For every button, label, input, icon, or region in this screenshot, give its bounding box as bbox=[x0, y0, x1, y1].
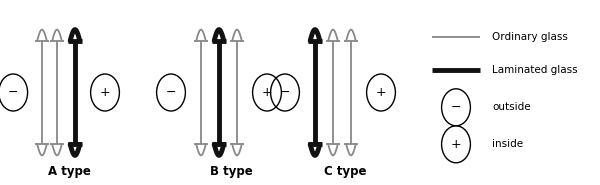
Text: Ordinary glass: Ordinary glass bbox=[492, 32, 568, 42]
Text: −: − bbox=[280, 86, 290, 99]
Text: −: − bbox=[8, 86, 19, 99]
Text: B type: B type bbox=[209, 165, 253, 178]
Text: C type: C type bbox=[324, 165, 366, 178]
Text: +: + bbox=[376, 86, 386, 99]
Text: A type: A type bbox=[47, 165, 91, 178]
Text: outside: outside bbox=[492, 102, 530, 112]
Text: +: + bbox=[100, 86, 110, 99]
Text: inside: inside bbox=[492, 139, 523, 149]
Text: −: − bbox=[451, 101, 461, 114]
Text: +: + bbox=[262, 86, 272, 99]
Text: −: − bbox=[166, 86, 176, 99]
Text: +: + bbox=[451, 138, 461, 151]
Text: Laminated glass: Laminated glass bbox=[492, 65, 578, 75]
